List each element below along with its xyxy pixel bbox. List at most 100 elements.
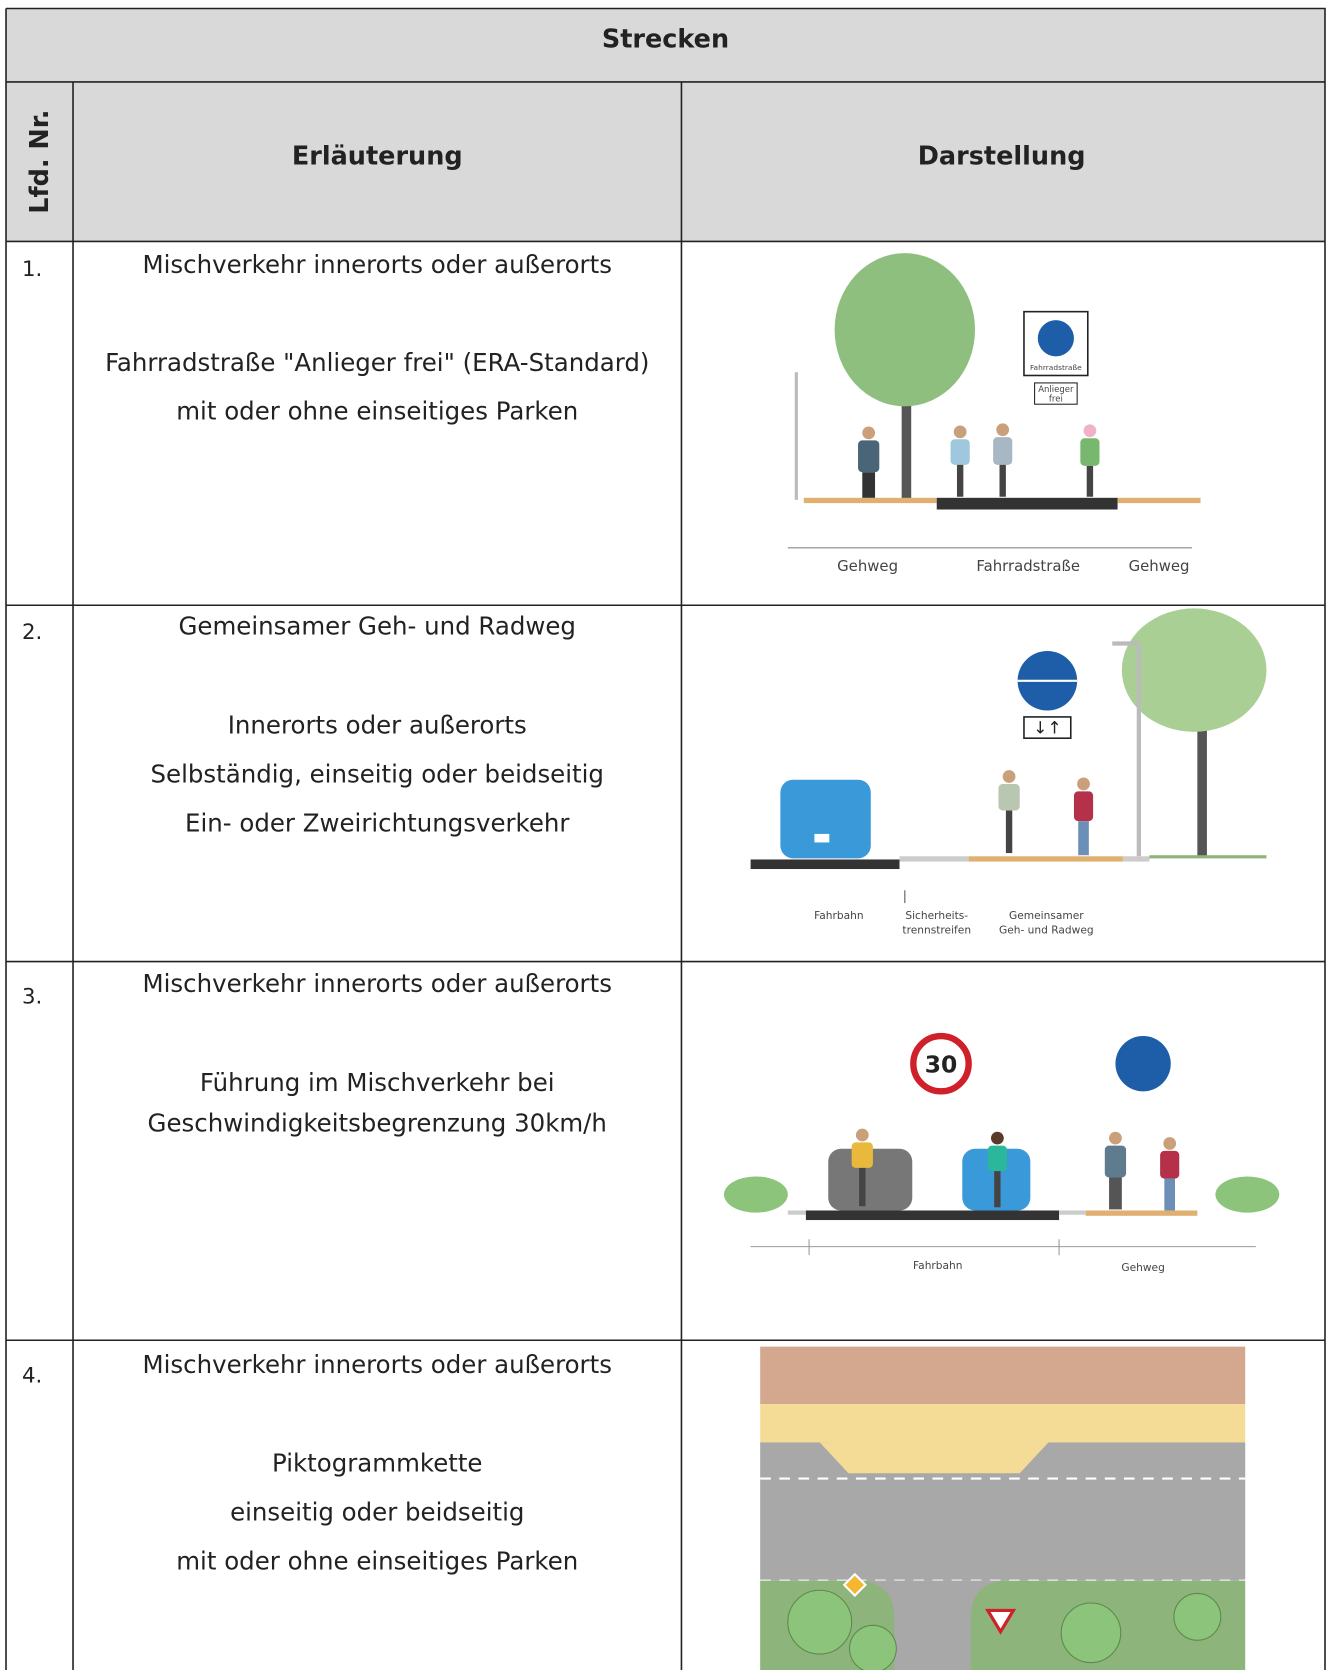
figure-label: Fahrbahn [814, 909, 863, 922]
car [780, 779, 871, 859]
row-detail: einseitig oder beidseitig [230, 1498, 524, 1527]
road [805, 1210, 1060, 1221]
shape [1060, 1602, 1122, 1664]
separator [899, 856, 969, 862]
row-detail: Piktogrammkette [272, 1449, 482, 1478]
yield-sign [984, 1608, 1017, 1635]
table-title: Strecken [602, 24, 729, 54]
shape [1109, 1177, 1122, 1210]
sidewalk [803, 497, 937, 504]
row-3: 3. Mischverkehr innerorts oder außerorts… [22, 969, 612, 1137]
shape [1078, 821, 1089, 856]
shape [999, 464, 1006, 497]
figure-label: Gemeinsamer [1009, 909, 1084, 922]
sidewalk [1117, 497, 1201, 504]
illustration-2: ↓↑ Fahrbahn Sicherheits- trennstreifen G… [750, 608, 1267, 937]
row-detail: Geschwindigkeitsbegrenzung 30km/h [148, 1108, 607, 1137]
row-detail: mit oder ohne einseitiges Parken [176, 397, 578, 426]
people [851, 1128, 1180, 1211]
tree-trunk [1197, 712, 1207, 857]
header-bg [6, 8, 1325, 242]
row-title: Mischverkehr innerorts oder außerorts [143, 969, 612, 998]
shape [998, 783, 1020, 811]
shape [787, 1589, 853, 1655]
row-detail: Ein- oder Zweirichtungsverkehr [185, 808, 570, 837]
shape [858, 440, 880, 473]
grass [1149, 855, 1267, 859]
sign-bike [1037, 320, 1074, 357]
row-title: Gemeinsamer Geh- und Radweg [178, 612, 575, 641]
figure-label: Gehweg [837, 557, 898, 575]
curb [1122, 856, 1150, 862]
sign-text: 30 [925, 1050, 958, 1078]
shape [1109, 1131, 1122, 1145]
bush [724, 1176, 788, 1213]
row-number: 1. [22, 257, 42, 282]
row-1: 1. Mischverkehr innerorts oder außerorts… [22, 250, 649, 426]
shape [1002, 770, 1016, 783]
row-4: 4. Mischverkehr innerorts oder außerorts… [22, 1350, 612, 1576]
curb [1059, 1210, 1086, 1215]
figure-label: Fahrradstraße [976, 557, 1080, 575]
shape [848, 1624, 897, 1673]
baseline [750, 1239, 1256, 1256]
road [936, 497, 1118, 510]
figure-label: Geh- und Radweg [999, 924, 1094, 937]
row-title: Mischverkehr innerorts oder außerorts [143, 1350, 612, 1379]
sign-text: frei [1049, 394, 1063, 404]
trees [787, 1589, 1222, 1673]
shape [956, 464, 964, 497]
row-detail: Innerorts oder außerorts [228, 711, 527, 740]
lamp [1112, 641, 1141, 857]
table-lines [5, 7, 1326, 1670]
shape [994, 1171, 1001, 1208]
figure-label: Fahrbahn [913, 1259, 962, 1272]
illustration-3: 30 Fahrbahn Gehweg [724, 1032, 1280, 1274]
row-title: Mischverkehr innerorts oder außerorts [143, 250, 612, 279]
shape [1083, 424, 1097, 438]
road [750, 859, 900, 870]
side-road [862, 1580, 1003, 1670]
row-number: 3. [22, 985, 42, 1010]
sign-text: Anlieger [1038, 385, 1074, 395]
illustration-1: Fahrradstraße Anlieger frei Gehweg Fahrr… [787, 253, 1201, 575]
figure-label: trennstreifen [902, 924, 971, 937]
sign-text: Fahrradstraße [1030, 363, 1082, 372]
bulb-out [819, 1442, 1049, 1474]
shape [862, 426, 876, 440]
shape [859, 1167, 866, 1207]
tree-trunk [901, 319, 912, 500]
shape [1164, 1178, 1176, 1211]
shape [855, 1128, 869, 1142]
row-number: 2. [22, 620, 42, 645]
shape [1077, 777, 1090, 791]
shape [1080, 438, 1100, 466]
building-strip [760, 1346, 1246, 1405]
footpath-sign [1115, 1036, 1171, 1092]
sign-plate [1034, 382, 1078, 405]
path [968, 856, 1123, 862]
column-header: Erläuterung [292, 141, 463, 171]
row-detail: mit oder ohne einseitiges Parken [176, 1547, 578, 1576]
tree-crown [834, 253, 976, 407]
shape [1163, 1137, 1177, 1150]
shape [1160, 1150, 1180, 1179]
illustration-4 [760, 1346, 1246, 1673]
people [998, 770, 1094, 856]
row-number: 4. [22, 1363, 42, 1388]
sidewalk [1085, 1210, 1198, 1216]
tree-crown [1121, 608, 1267, 732]
row-detail: Führung im Mischverkehr bei [200, 1068, 555, 1097]
row-detail: Fahrradstraße "Anlieger frei" (ERA-Stand… [105, 348, 649, 377]
curb [787, 1210, 806, 1215]
shape [990, 1131, 1004, 1145]
bush [1215, 1176, 1280, 1213]
car [828, 1148, 913, 1211]
shape [950, 439, 970, 465]
shape [953, 425, 967, 439]
speed-sign [910, 1032, 972, 1095]
shape [993, 437, 1013, 465]
car-plate [814, 833, 830, 843]
